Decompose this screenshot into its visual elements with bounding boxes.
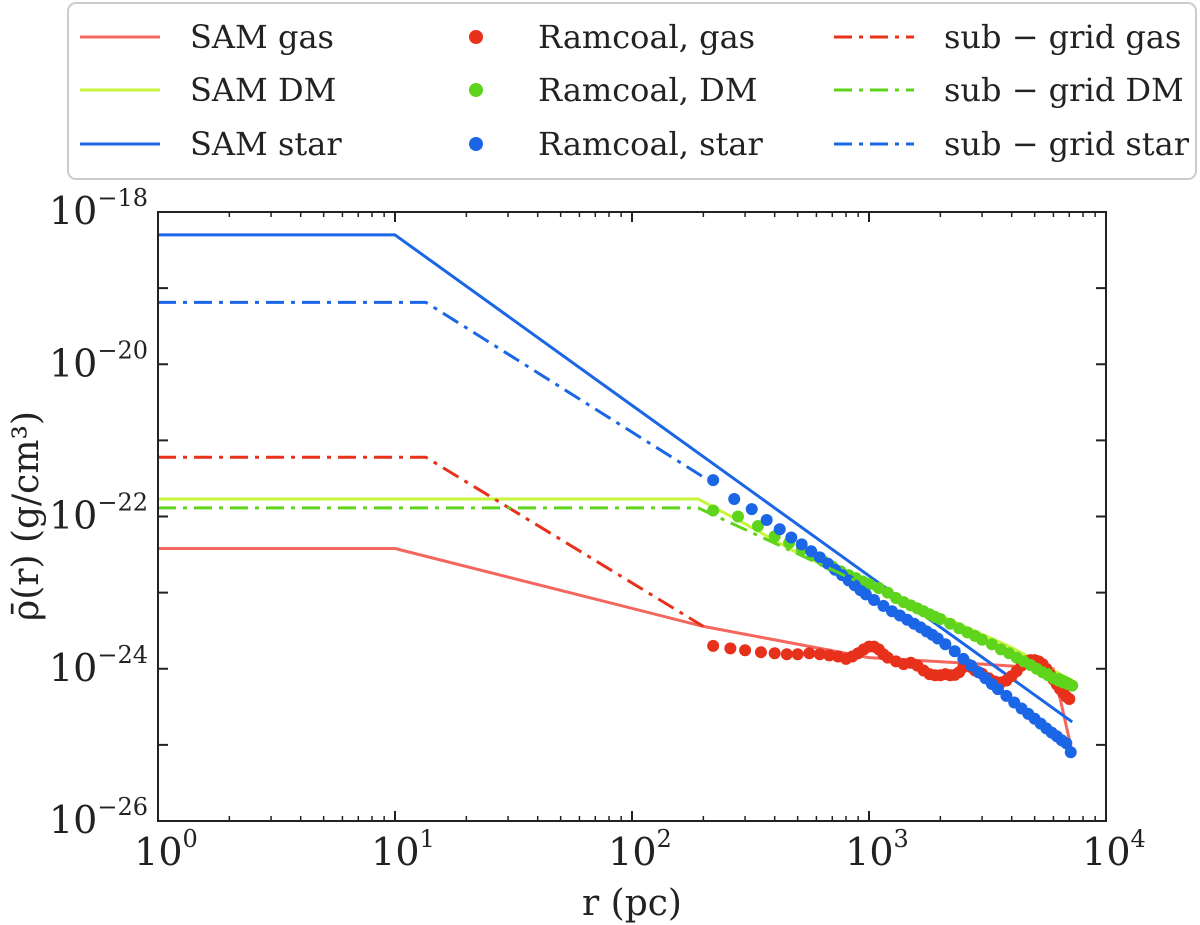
legend-marker bbox=[469, 30, 483, 44]
x-tick-label: 101 bbox=[371, 825, 435, 874]
data-point bbox=[773, 523, 786, 536]
legend-frame bbox=[67, 2, 1197, 180]
series-sub-grid-dm bbox=[158, 506, 1073, 682]
x-tick-label: 102 bbox=[608, 825, 672, 874]
data-point bbox=[805, 545, 818, 558]
data-point bbox=[823, 649, 836, 662]
data-point bbox=[795, 538, 808, 551]
data-point bbox=[939, 638, 952, 651]
data-point bbox=[868, 594, 881, 606]
legend-label: SAM DM bbox=[190, 71, 336, 109]
legend-item-sub-grid-star: sub − grid star bbox=[834, 125, 1190, 163]
series-sub-grid-star bbox=[158, 300, 710, 482]
data-point bbox=[1000, 689, 1013, 702]
data-point bbox=[745, 503, 758, 516]
legend-label: sub − grid star bbox=[944, 125, 1190, 163]
x-tick-label: 100 bbox=[134, 825, 198, 874]
data-point bbox=[791, 648, 804, 661]
y-axis-label: ρ̄(r) (g/cm³) bbox=[6, 411, 47, 621]
legend-label: sub − grid DM bbox=[944, 71, 1184, 109]
data-point bbox=[813, 648, 826, 661]
data-point bbox=[707, 639, 720, 652]
legend-label: Ramcoal, DM bbox=[538, 71, 758, 109]
series-sam-star bbox=[158, 233, 1074, 724]
series-sam-gas bbox=[158, 546, 1074, 753]
legend-item-sam-gas: SAM gas bbox=[80, 18, 334, 56]
series-line bbox=[158, 233, 1074, 724]
series-line bbox=[158, 546, 1074, 753]
series-sam-dm bbox=[158, 497, 1073, 682]
data-point bbox=[739, 644, 752, 657]
y-tick-label: 10−26 bbox=[49, 793, 148, 842]
legend-item-sub-grid-gas: sub − grid gas bbox=[834, 18, 1181, 56]
data-point bbox=[991, 683, 1004, 696]
data-point bbox=[957, 652, 970, 665]
legend-label: SAM gas bbox=[190, 18, 334, 56]
legend-marker bbox=[469, 83, 483, 97]
series-ramcoal-gas bbox=[707, 639, 1076, 706]
data-point bbox=[785, 531, 798, 544]
series-line bbox=[158, 497, 1073, 682]
legend-item-ramcoal-gas: Ramcoal, gas bbox=[469, 18, 755, 56]
data-point bbox=[877, 599, 890, 612]
series-line bbox=[158, 300, 710, 482]
y-tick-label: 10−24 bbox=[49, 641, 148, 690]
data-point bbox=[707, 474, 720, 487]
data-point bbox=[728, 492, 741, 505]
data-point bbox=[760, 513, 773, 526]
legend-label: SAM star bbox=[190, 125, 342, 163]
plot-area: 100 101 102 103 104 10−26 10−24 10−22 10−20 10−18 bbox=[49, 184, 1146, 874]
series-line bbox=[158, 455, 705, 628]
legend-item-sam-dm: SAM DM bbox=[80, 71, 336, 109]
data-point bbox=[948, 645, 961, 658]
legend-item-ramcoal-star: Ramcoal, star bbox=[469, 125, 763, 163]
data-point bbox=[1066, 679, 1079, 692]
legend: SAM gas SAM DM SAM star Ramcoal, gas Ramcoal… bbox=[67, 2, 1197, 180]
legend-item-ramcoal-dm: Ramcoal, DM bbox=[469, 71, 758, 109]
series-ramcoal-star bbox=[707, 474, 1077, 759]
y-tick-label: 10−22 bbox=[49, 489, 148, 538]
x-tick-label: 103 bbox=[845, 825, 909, 874]
data-point bbox=[751, 520, 764, 533]
series-line bbox=[158, 506, 1073, 682]
x-tick-label: 104 bbox=[1082, 825, 1146, 874]
legend-label: Ramcoal, gas bbox=[538, 18, 755, 56]
data-point bbox=[724, 642, 737, 655]
legend-label: Ramcoal, star bbox=[538, 125, 763, 163]
data-point bbox=[1064, 746, 1077, 759]
data-point bbox=[780, 648, 793, 661]
data-point bbox=[803, 647, 816, 660]
data-point bbox=[754, 646, 767, 659]
x-axis-label: r (pc) bbox=[582, 883, 682, 924]
y-tick-label: 10−20 bbox=[49, 336, 148, 385]
legend-item-sam-star: SAM star bbox=[80, 125, 342, 163]
legend-item-sub-grid-dm: sub − grid DM bbox=[834, 71, 1184, 109]
series-sub-grid-gas bbox=[158, 455, 705, 628]
data-point bbox=[731, 510, 744, 523]
y-tick-label: 10−18 bbox=[49, 184, 148, 233]
data-point bbox=[1060, 737, 1073, 750]
legend-marker bbox=[469, 137, 483, 151]
legend-label: sub − grid gas bbox=[944, 18, 1181, 56]
data-point bbox=[1063, 693, 1076, 706]
plot-frame bbox=[157, 211, 1107, 822]
data-point bbox=[768, 647, 781, 660]
